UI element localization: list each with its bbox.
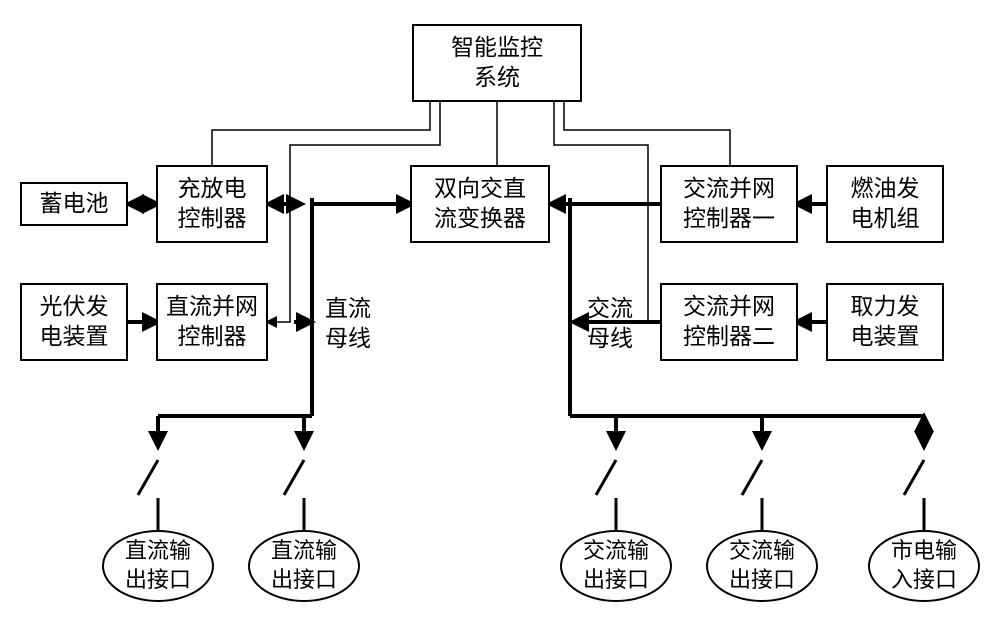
ac-bus-label: 交流母线 <box>582 290 638 358</box>
node-charge-controller-label: 充放电控制器 <box>178 174 247 234</box>
node-bidir-converter-label: 双向交直流变换器 <box>434 174 526 234</box>
node-dc-out1-label: 直流输出接口 <box>125 537 191 594</box>
node-ac-grid-ctrl1-label: 交流并网控制器一 <box>683 174 775 234</box>
node-dc-out2-label: 直流输出接口 <box>271 537 337 594</box>
node-ac-grid-ctrl1: 交流并网控制器一 <box>660 165 798 243</box>
node-mains-in: 市电输入接口 <box>868 530 980 602</box>
node-pto-device-label: 取力发电装置 <box>851 292 920 352</box>
node-battery-label: 蓄电池 <box>40 189 109 219</box>
node-ac-grid-ctrl2-label: 交流并网控制器二 <box>683 292 775 352</box>
dc-bus-label-text: 直流母线 <box>325 294 371 354</box>
node-pv-device: 光伏发电装置 <box>20 283 128 361</box>
node-dc-out2: 直流输出接口 <box>248 530 360 602</box>
node-ac-out2: 交流输出接口 <box>706 530 818 602</box>
node-monitoring-system: 智能监控系统 <box>412 24 582 102</box>
node-pto-device: 取力发电装置 <box>826 283 944 361</box>
node-bidir-converter: 双向交直流变换器 <box>410 165 550 243</box>
node-battery: 蓄电池 <box>20 182 128 226</box>
node-mains-in-label: 市电输入接口 <box>891 537 957 594</box>
node-charge-controller: 充放电控制器 <box>156 165 268 243</box>
node-fuel-gen: 燃油发电机组 <box>826 165 944 243</box>
node-ac-out1-label: 交流输出接口 <box>583 537 649 594</box>
node-ac-out2-label: 交流输出接口 <box>729 537 795 594</box>
node-ac-out1: 交流输出接口 <box>560 530 672 602</box>
node-fuel-gen-label: 燃油发电机组 <box>851 174 920 234</box>
dc-bus-label: 直流母线 <box>320 290 376 358</box>
node-dc-grid-ctrl: 直流并网控制器 <box>156 283 268 361</box>
ac-bus-label-text: 交流母线 <box>587 294 633 354</box>
node-dc-out1: 直流输出接口 <box>102 530 214 602</box>
node-dc-grid-ctrl-label: 直流并网控制器 <box>166 292 258 352</box>
node-ac-grid-ctrl2: 交流并网控制器二 <box>660 283 798 361</box>
node-pv-device-label: 光伏发电装置 <box>40 292 109 352</box>
node-monitoring-system-label: 智能监控系统 <box>451 33 543 93</box>
